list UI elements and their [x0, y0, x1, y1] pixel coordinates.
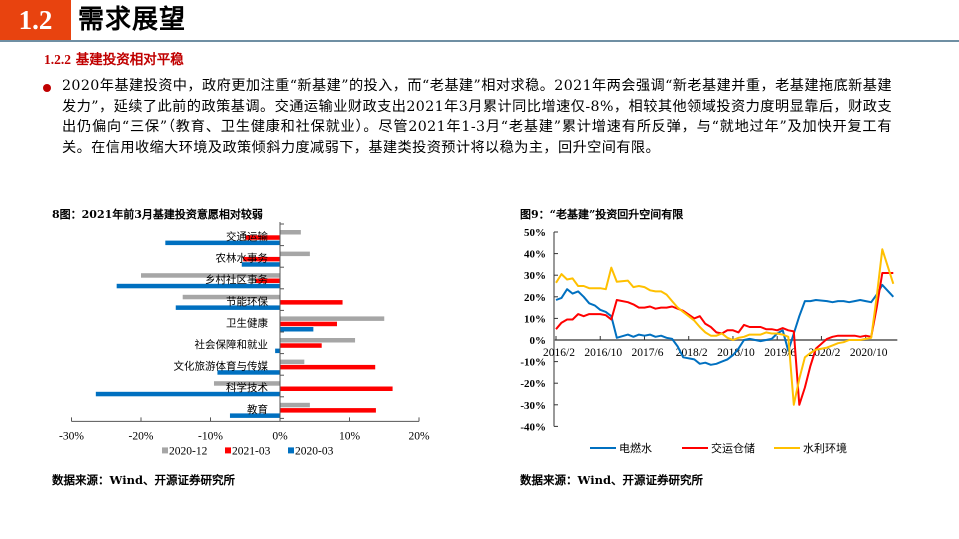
body-paragraph: 2020年基建投资中，政府更加注重“新基建”的投入，而“老基建”相对求稳。202… [62, 78, 892, 156]
x-tick-label: -30% [59, 430, 84, 442]
y-tick-label: -10% [520, 357, 546, 369]
header-divider [0, 40, 959, 42]
series-line-交运仓储 [555, 272, 894, 406]
bar-2020-12 [280, 402, 310, 408]
bar-2020-03 [95, 391, 280, 397]
subsection-number: 1.2.2 [44, 52, 71, 67]
category-label: 文化旅游体育与传媒 [174, 360, 269, 373]
legend-label: 交运仓储 [711, 441, 755, 455]
legend-swatch [288, 447, 294, 454]
category-label: 卫生健康 [226, 316, 268, 329]
bar-2021-03 [255, 278, 280, 283]
bar-2021-03 [280, 321, 337, 327]
bar-2020-03 [116, 283, 280, 289]
bar-2020-12 [182, 294, 280, 300]
bullet-icon [43, 84, 51, 92]
y-tick-label: 50% [524, 227, 546, 239]
x-tick-label: -10% [198, 430, 223, 442]
x-tick-label: 0% [272, 430, 288, 442]
bar-chart: 交通运输农林水事务乡村社区事务节能环保卫生健康社会保障和就业文化旅游体育与传媒科… [59, 222, 430, 457]
section-title: 需求展望 [78, 5, 187, 35]
category-label: 教育 [247, 403, 268, 416]
category-label: 科学技术 [226, 381, 268, 394]
bar-2021-03 [245, 235, 280, 240]
category-label: 节能环保 [226, 295, 268, 308]
y-tick-label: 10% [524, 313, 546, 325]
bar-2020-12 [280, 359, 305, 365]
bar-2020-12 [213, 381, 280, 386]
y-tick-label: 30% [524, 270, 546, 282]
bar-2020-03 [229, 413, 280, 418]
y-tick-label: 20% [524, 292, 546, 304]
bar-2020-12 [280, 338, 356, 343]
x-tick-label: 2020/10 [850, 347, 888, 359]
x-tick-label: 2016/10 [584, 347, 622, 359]
y-tick-label: -40% [520, 421, 546, 433]
x-tick-label: 10% [339, 430, 361, 442]
bar-2020-12 [280, 316, 385, 321]
subsection-heading: 1.2.2 基建投资相对平稳 [44, 48, 184, 68]
y-tick-label: -30% [520, 400, 546, 412]
x-tick-label: 20% [408, 430, 430, 442]
legend-label: 2020-12 [169, 445, 208, 457]
x-tick-label: 2016/2 [543, 347, 575, 359]
bar-2020-03 [241, 262, 280, 267]
bar-2020-03 [280, 327, 314, 332]
legend-label: 水利环境 [803, 441, 847, 455]
bar-2021-03 [280, 300, 343, 305]
bar-2020-12 [280, 230, 301, 235]
bar-2020-03 [275, 348, 280, 354]
x-tick-label: 2017/6 [632, 347, 664, 359]
legend-swatch [225, 447, 231, 454]
legend-label: 2021-03 [232, 445, 271, 457]
bar-2021-03 [280, 408, 376, 413]
y-tick-label: -20% [520, 378, 546, 390]
category-label: 农林水事务 [216, 252, 269, 265]
series-line-电燃水 [555, 283, 895, 366]
right-figure-source: 数据来源：Wind、开源证券研究所 [520, 473, 703, 487]
category-label: 社会保障和就业 [195, 338, 269, 351]
bar-2021-03 [280, 386, 393, 391]
bar-2021-03 [243, 256, 280, 262]
y-tick-label: 0% [530, 335, 547, 347]
category-label: 交通运输 [226, 230, 268, 243]
x-tick-label: 2019/6 [764, 347, 796, 359]
legend-label: 电燃水 [619, 441, 652, 455]
bar-2020-03 [175, 305, 280, 310]
x-tick-label: -20% [129, 430, 154, 442]
legend-label: 2020-03 [295, 445, 334, 457]
left-figure-source: 数据来源：Wind、开源证券研究所 [52, 473, 235, 487]
subsection-title: 基建投资相对平稳 [75, 52, 184, 68]
series-line-水利环境 [555, 248, 895, 406]
bar-2020-12 [141, 273, 280, 278]
legend-swatch [162, 447, 168, 454]
bar-2020-03 [217, 370, 280, 375]
right-figure-caption: 图9：“老基建”投资回升空间有限 [520, 208, 684, 221]
category-label: 乡村社区事务 [205, 273, 268, 286]
bar-2021-03 [280, 364, 376, 370]
x-tick-label: 2018/2 [676, 347, 708, 359]
left-figure-caption: 8图：2021年前3月基建投资意愿相对较弱 [52, 208, 263, 221]
section-number-badge: 1.2 [0, 0, 71, 40]
bar-2021-03 [280, 343, 322, 348]
bar-2020-12 [280, 251, 310, 257]
y-tick-label: 40% [524, 249, 546, 261]
line-chart: 50% 40% 30% 20% 10% 0% -10% -20% -30% -40% 2016/2 2… [520, 227, 898, 455]
bar-2020-03 [165, 240, 280, 246]
